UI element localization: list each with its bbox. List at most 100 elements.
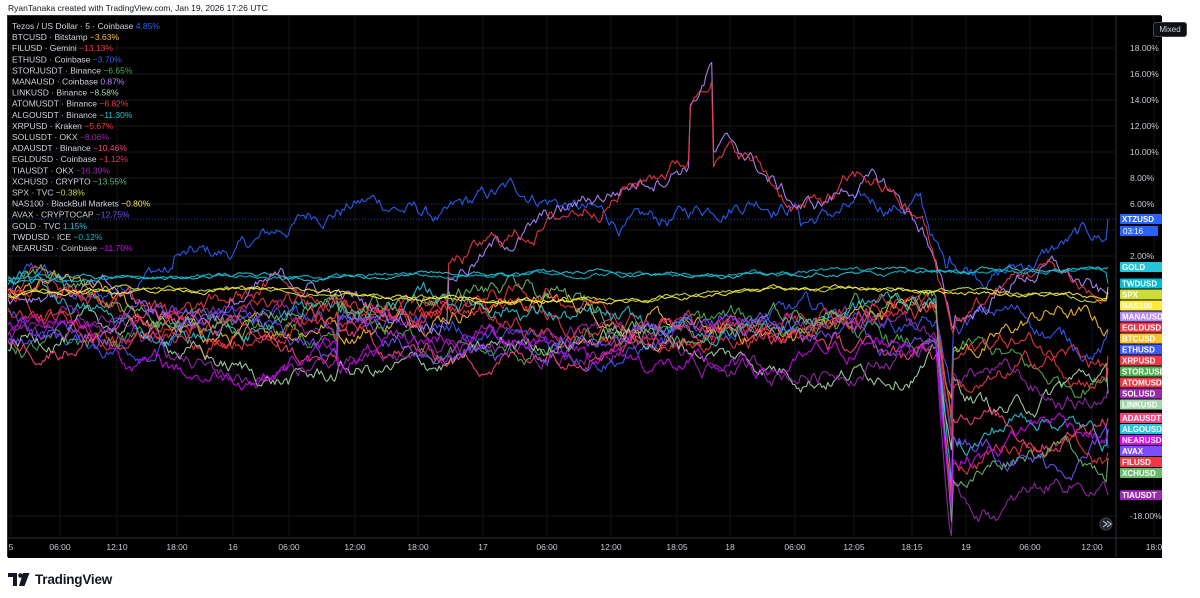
legend-item-linkusd[interactable]: LINKUSD · Binance −8.58% [12, 88, 119, 98]
legend-change: −16.39% [76, 165, 110, 175]
legend-change: −3.70% [93, 54, 123, 64]
legend-symbol: ADAUSDT · Binance [12, 143, 93, 153]
legend-item-egldusd[interactable]: EGLDUSD · Coinbase −1.12% [12, 154, 128, 164]
tradingview-logo[interactable]: TradingView [8, 570, 112, 588]
legend-symbol: FILUSD · Gemini [12, 43, 79, 53]
series-layer [8, 61, 1116, 537]
legend-item-spx[interactable]: SPX · TVC −0.38% [12, 188, 85, 198]
time-tick-label: 12:00 [1081, 542, 1103, 552]
series-line-tiausdt [8, 305, 1109, 537]
legend-change: −13.55% [93, 176, 127, 186]
legend-item-xrpusd[interactable]: XRPUSD · Kraken −5.67% [12, 121, 114, 131]
price-tag-symbol: SOLUSD [1122, 390, 1156, 399]
legend-change: −0.38% [56, 188, 86, 198]
price-tag-bg [1120, 412, 1162, 423]
legend-item-nas100[interactable]: NAS100 · BlackBull Markets −0.80% [12, 199, 151, 209]
price-tag-storjusdt[interactable]: STORJUSDT−6.65% [1120, 366, 1162, 377]
legend-symbol: ETHUSD · Coinbase [12, 54, 93, 64]
legend-item-xtzusd[interactable]: Tezos / US Dollar · 5 · Coinbase 4.85% [12, 21, 160, 31]
price-tag-nearusd[interactable]: NEARUSD−11.70% [1120, 434, 1162, 445]
price-tag-symbol: FILUSD [1122, 458, 1151, 467]
price-tag-gold[interactable]: GOLD+1.15% [1120, 262, 1162, 272]
scale-mode-button[interactable]: Mixed [1153, 22, 1187, 37]
legend-item-btcusd[interactable]: BTCUSD · Bitstamp −3.63% [12, 32, 119, 42]
time-tick-label: 12:05 [843, 542, 865, 552]
price-tag-bg [1120, 377, 1162, 388]
legend-symbol: Tezos / US Dollar · 5 · Coinbase [12, 21, 136, 31]
price-tag-symbol: LINKUSD [1122, 401, 1158, 410]
price-tag-symbol: AVAX [1122, 447, 1144, 456]
time-tick-label: 18:0 [1146, 542, 1162, 552]
time-tick-label: 17 [478, 542, 488, 552]
price-tag-egldusd[interactable]: EGLDUSD−1.12% [1120, 322, 1162, 333]
price-tag-symbol: XCHUSD [1122, 469, 1156, 478]
price-tag-twdusd[interactable]: TWDUSD−0.12% [1120, 278, 1162, 289]
time-tick-label: 12:00 [344, 542, 366, 552]
price-tag-symbol: TWDUSD [1122, 280, 1157, 289]
price-tag-xchusd[interactable]: XCHUSD−13.55% [1120, 467, 1162, 478]
time-tick-label: 06:00 [536, 542, 558, 552]
price-tag-symbol: ALGOUSDT [1122, 425, 1162, 434]
price-tag-solusd[interactable]: SOLUSD−8.06% [1120, 388, 1162, 399]
price-tag-filusd[interactable]: FILUSD−13.13% [1120, 456, 1162, 467]
series-line-adausdt [8, 306, 1109, 495]
price-tag-symbol: EGLDUSD [1122, 324, 1161, 333]
legend-change: −3.63% [90, 32, 120, 42]
time-tick-label: 16 [228, 542, 238, 552]
legend-symbol: BTCUSD · Bitstamp [12, 32, 90, 42]
chart-svg[interactable]: Tezos / US Dollar · 5 · Coinbase 4.85%BT… [8, 16, 1162, 558]
price-tag-avax[interactable]: AVAX−12.75% [1120, 445, 1162, 456]
time-tick-label: 18:15 [901, 542, 923, 552]
legend-symbol: GOLD · TVC [12, 221, 63, 231]
legend-change: −6.65% [103, 65, 133, 75]
chart-area[interactable]: Tezos / US Dollar · 5 · Coinbase 4.85% BT… [7, 15, 1162, 558]
legend-symbol: STORJUSDT · Binance [12, 65, 103, 75]
legend-item-twdusd[interactable]: TWDUSD · ICE −0.12% [12, 232, 103, 242]
legend-item-filusd[interactable]: FILUSD · Gemini −13.13% [12, 43, 113, 53]
price-tick-label: 12.00% [1130, 121, 1159, 131]
price-tag-manausd[interactable]: MANAUSD−0.87% [1120, 311, 1162, 322]
time-axis[interactable]: 5 06:00 12:10 18:00 16 06:00 12:00 18:00 17 06:00… [9, 542, 1162, 552]
price-tag-adausdt[interactable]: ADAUSDT−10.46% [1120, 412, 1162, 423]
price-tag-nas100[interactable]: NAS100−0.80% [1120, 300, 1162, 311]
price-tag-bg [1120, 366, 1162, 377]
price-tag-algousdt[interactable]: ALGOUSDT−11.30% [1120, 423, 1162, 434]
series-line-manausd [8, 61, 1109, 336]
price-tag-bg [1120, 399, 1162, 410]
time-tick-label: 12:00 [600, 542, 622, 552]
chart-background [8, 16, 1162, 558]
price-tag-xtzusd[interactable]: XTZUSD+4.85% [1120, 213, 1162, 224]
legend-item-atomusdt[interactable]: ATOMUSDT · Binance −6.82% [12, 99, 129, 109]
series-line-nearusd [8, 313, 1109, 509]
price-tag-btcusd[interactable]: BTCUSD−3.63% [1120, 333, 1162, 344]
legend-item-storjusdt[interactable]: STORJUSDT · Binance −6.65% [12, 65, 133, 75]
time-tick-label: 06:00 [49, 542, 71, 552]
legend-item-nearusd[interactable]: NEARUSD · Coinbase −11.70% [12, 243, 133, 253]
legend-item-tiausdt[interactable]: TIAUSDT · OKX −16.39% [12, 165, 110, 175]
scroll-to-realtime-icon[interactable] [1099, 517, 1113, 531]
legend-item-gold[interactable]: GOLD · TVC 1.15% [12, 221, 87, 231]
price-tick-label: 14.00% [1130, 95, 1159, 105]
series-line-atomusdt [8, 264, 1109, 440]
price-tag-spx[interactable]: SPX−0.38% [1120, 289, 1162, 300]
price-tag-symbol: GOLD [1122, 263, 1145, 272]
tradingview-logo-icon [8, 572, 30, 586]
legend[interactable]: Tezos / US Dollar · 5 · Coinbase 4.85%BT… [12, 21, 160, 253]
legend-item-ethusd[interactable]: ETHUSD · Coinbase −3.70% [12, 54, 122, 64]
price-tag-atomusdt[interactable]: ATOMUSDT−6.82% [1120, 377, 1162, 388]
time-tick-label: 06:00 [278, 542, 300, 552]
price-tag-bg [1120, 278, 1162, 289]
legend-item-xchusd[interactable]: XCHUSD · CRYPTO −13.55% [12, 176, 127, 186]
price-tag-linkusd[interactable]: LINKUSD−8.58% [1120, 399, 1162, 410]
price-tag-tiausdt[interactable]: TIAUSDT−16.39% [1120, 490, 1162, 500]
series-line-twdusd [8, 266, 1109, 284]
price-tag-xrpusd[interactable]: XRPUSD−5.67% [1120, 355, 1162, 366]
legend-item-manausd[interactable]: MANAUSD · Coinbase 0.87% [12, 77, 125, 87]
legend-item-algousdt[interactable]: ALGOUSDT · Binance −11.30% [12, 110, 133, 120]
legend-item-adausdt[interactable]: ADAUSDT · Binance −10.46% [12, 143, 127, 153]
legend-item-solusd[interactable]: SOLUSDT · OKX −8.06% [12, 132, 109, 142]
time-tick-label: 06:00 [1019, 542, 1041, 552]
price-tag-symbol: ETHUSD [1122, 346, 1155, 355]
legend-item-avax[interactable]: AVAX · CRYPTOCAP −12.75% [12, 210, 130, 220]
price-tag-ethusd[interactable]: ETHUSD−3.70% [1120, 344, 1162, 355]
